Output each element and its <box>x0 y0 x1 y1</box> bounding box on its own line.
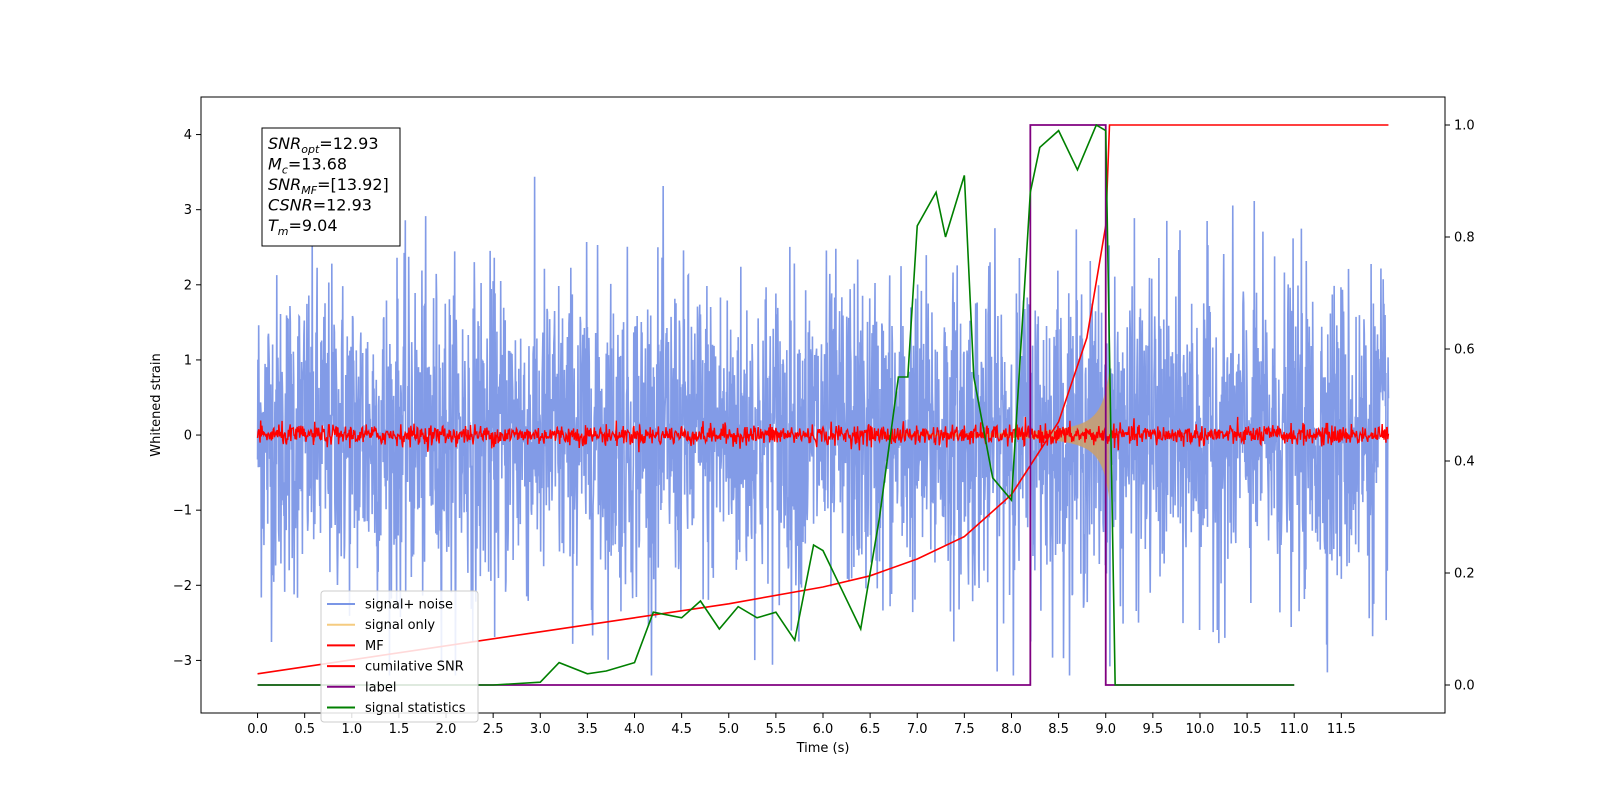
x-tick-label: 9.5 <box>1143 722 1164 737</box>
y2-tick-label: 0.8 <box>1454 231 1475 246</box>
axes: 0.0 0.5 1.0 1.5 2.0 2.5 3.0 3.5 4.0 4.5 5.0 5.5 6.0 6… <box>149 96 1475 756</box>
y2-tick-label: 0.2 <box>1454 567 1475 582</box>
annotation-line: Tm=9.04 <box>268 216 338 238</box>
y-tick-label: 1 <box>184 353 192 368</box>
series-cumilative-snr <box>257 124 1389 675</box>
x-tick-label: 8.0 <box>1001 722 1022 737</box>
x-tick-label: 2.5 <box>483 722 504 737</box>
y2-tick-label: 0.4 <box>1454 455 1475 470</box>
x-tick-label: 7.0 <box>907 722 928 737</box>
x-tick-label: 5.0 <box>718 722 739 737</box>
y2-tick-label: 1.0 <box>1454 119 1475 134</box>
annotation-line: Mc=13.68 <box>268 155 347 177</box>
y-tick-label: −2 <box>173 579 192 594</box>
annotation-line: CSNR=12.93 <box>268 196 372 215</box>
x-tick-label: 1.5 <box>389 722 410 737</box>
y2-tick-label: 0.6 <box>1454 343 1475 358</box>
x-tick-label: 9.0 <box>1095 722 1116 737</box>
annotation-box: SNRopt=12.93Mc=13.68SNRMF=[13.92]CSNR=12… <box>261 127 401 247</box>
x-tick-label: 1.0 <box>341 722 362 737</box>
legend-label: signal only <box>365 618 435 633</box>
x-tick-label: 4.0 <box>624 722 645 737</box>
y-tick-label: −1 <box>173 504 192 519</box>
plot-area <box>256 123 1390 686</box>
legend-frame <box>320 590 479 723</box>
y-tick-label: 2 <box>184 278 192 293</box>
legend-label: MF <box>365 639 384 654</box>
legend-label: cumilative SNR <box>365 660 464 675</box>
x-tick-label: 7.5 <box>954 722 975 737</box>
series-signal-plus-noise <box>256 176 1390 676</box>
series-signal-only <box>870 368 1110 502</box>
y-tick-label: −3 <box>173 654 192 669</box>
x-tick-label: 10.0 <box>1185 722 1214 737</box>
annotation-line: SNRMF=[13.92] <box>268 175 389 197</box>
y-axis-label: Whitened strain <box>149 353 164 456</box>
x-tick-label: 4.5 <box>671 722 692 737</box>
legend-label: signal+ noise <box>365 598 453 613</box>
x-tick-label: 0.5 <box>294 722 315 737</box>
x-tick-label: 6.0 <box>813 722 834 737</box>
x-tick-label: 3.0 <box>530 722 551 737</box>
annotation-line: SNRopt=12.93 <box>268 134 379 156</box>
x-tick-label: 11.0 <box>1280 722 1309 737</box>
x-tick-label: 3.5 <box>577 722 598 737</box>
x-tick-label: 6.5 <box>860 722 881 737</box>
y2-tick-label: 0.0 <box>1454 679 1475 694</box>
y-tick-label: 3 <box>184 203 192 218</box>
x-tick-label: 5.5 <box>766 722 787 737</box>
y-tick-label: 0 <box>184 429 192 444</box>
x-axis-label: Time (s) <box>796 741 850 756</box>
x-tick-label: 11.5 <box>1327 722 1356 737</box>
x-tick-label: 8.5 <box>1048 722 1069 737</box>
series-signal-statistics <box>257 123 1295 686</box>
x-tick-label: 0.0 <box>247 722 268 737</box>
annotation-frame <box>261 127 401 247</box>
legend: signal+ noise signal only MF cumilative SNR… <box>320 590 479 723</box>
y-tick-label: 4 <box>184 128 192 143</box>
x-tick-label: 10.5 <box>1233 722 1262 737</box>
x-tick-label: 2.0 <box>436 722 457 737</box>
series-mf <box>256 416 1390 453</box>
legend-label: label <box>365 680 396 695</box>
legend-label: signal statistics <box>365 701 466 716</box>
